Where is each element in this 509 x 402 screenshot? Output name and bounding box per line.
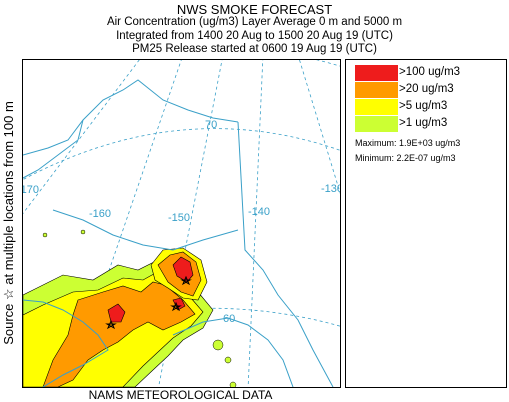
legend-swatch-gt5 [355, 99, 398, 115]
gulf-coast [172, 317, 294, 387]
plume-spot-2 [224, 356, 232, 364]
canada-border [237, 121, 334, 387]
source-star-3 [180, 275, 192, 286]
legend-swatch-gt20 [355, 82, 398, 98]
coastline [23, 79, 334, 387]
lon-label-160: -160 [89, 208, 111, 220]
legend-maximum: Maximum: 1.9E+03 ug/m3 [355, 138, 461, 148]
yukon-river [52, 209, 239, 251]
map-panel: -170 -160 -150 -140 -130 70 60 [22, 59, 341, 388]
legend-minimum: Minimum: 2.2E-07 ug/m3 [355, 153, 456, 163]
source-side-label: Source ☆ at multiple locations from 100 … [1, 101, 16, 345]
subtitle-concentration: Air Concentration (ug/m3) Layer Average … [106, 16, 403, 28]
lon-label-150: -150 [168, 212, 190, 224]
forecast-title: NWS SMOKE FORECAST [176, 2, 333, 17]
meteorological-data-label: NAMS METEOROLOGICAL DATA [88, 388, 273, 402]
plume-gt100-south [107, 303, 126, 323]
smoke-plume [23, 229, 237, 387]
legend-item-gt100: >100 ug/m3 [355, 65, 505, 81]
lon-label-130: -130 [321, 183, 340, 195]
meridian-170 [23, 60, 140, 215]
plume-gt20 [42, 281, 196, 387]
legend-item-gt1: >1 ug/m3 [355, 116, 505, 132]
source-star-2 [170, 301, 182, 312]
alaska-south-coast [23, 299, 109, 387]
subtitle-release: PM25 Release started at 0600 19 Aug 19 (… [132, 43, 377, 55]
alaska-west-coast [23, 119, 84, 179]
legend-swatch-gt100 [355, 65, 398, 81]
legend-swatch-gt1 [355, 116, 398, 132]
plume-spot-4 [80, 229, 86, 235]
source-side-label-wrap: Source ☆ at multiple locations from 100 … [1, 58, 16, 388]
lat-label-70: 70 [205, 119, 217, 131]
legend-label-gt1: >1 ug/m3 [399, 117, 448, 129]
plume-spot-1 [212, 339, 224, 351]
legend-item-gt5: >5 ug/m3 [355, 99, 505, 115]
alaska-north-coast [23, 79, 239, 156]
legend-label-gt5: >5 ug/m3 [399, 100, 448, 112]
legend-label-gt20: >20 ug/m3 [399, 83, 454, 95]
source-star-1 [105, 319, 117, 330]
lat-line-70 [23, 128, 340, 181]
meridian-130 [299, 60, 340, 194]
lon-label-170: -170 [23, 184, 39, 196]
plume-gt100-center [172, 297, 186, 311]
plume-spot-3 [42, 232, 48, 238]
legend-panel: >100 ug/m3 >20 ug/m3 >5 ug/m3 >1 ug/m3 M… [345, 59, 507, 388]
legend-label-gt100: >100 ug/m3 [399, 66, 461, 78]
map-svg: -170 -160 -150 -140 -130 70 60 [23, 60, 340, 387]
meridian-160 [68, 60, 182, 387]
plume-gt100-north [172, 256, 194, 283]
meridian-140 [247, 60, 264, 387]
legend-item-gt20: >20 ug/m3 [355, 82, 505, 98]
source-markers [105, 275, 192, 330]
plume-spot-5 [229, 381, 237, 387]
lat-label-60: 60 [223, 313, 235, 325]
lat-line-80 [316, 60, 340, 67]
lon-label-140: -140 [248, 206, 270, 218]
subtitle-integration: Integrated from 1400 20 Aug to 1500 20 A… [116, 30, 393, 42]
